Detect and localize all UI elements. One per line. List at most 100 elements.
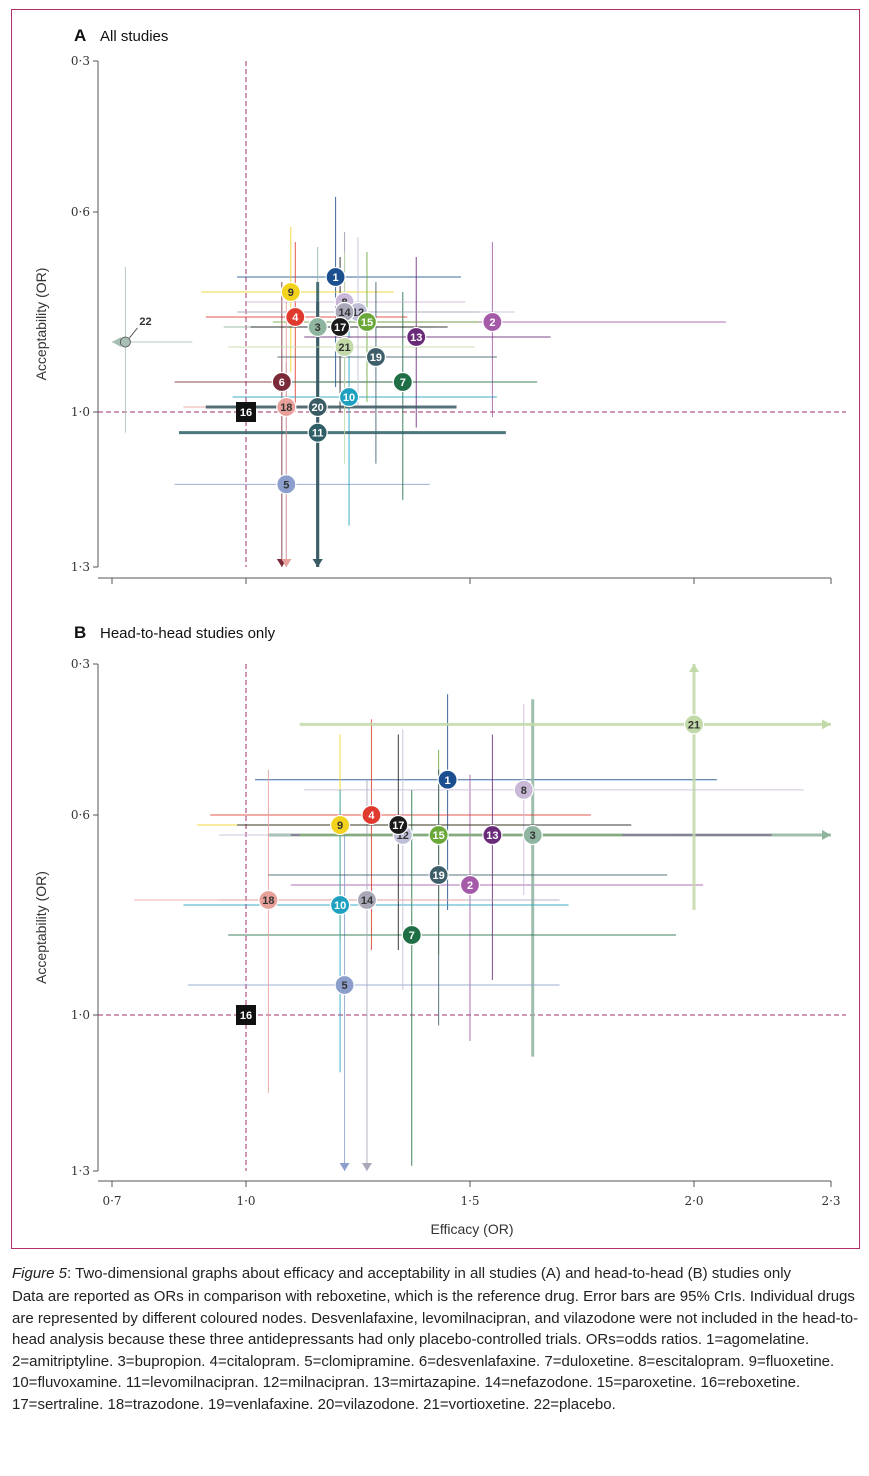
arrow-up-b-21 xyxy=(689,664,699,672)
node-marker-b-18 xyxy=(258,889,279,911)
node-label-a-22: 22 xyxy=(139,316,151,328)
node-b-1: 1 xyxy=(437,769,458,790)
panel-b-letter: B xyxy=(74,623,86,642)
node-marker-b-21 xyxy=(683,714,705,735)
figure-label: Figure 5 xyxy=(12,1265,68,1282)
node-a-18: 18 xyxy=(276,396,297,418)
caption-title-text: : Two-dimensional graphs about efficacy … xyxy=(67,1265,792,1282)
error-bars-a-22 xyxy=(112,267,193,433)
error-bars-b-2 xyxy=(290,774,704,1041)
error-bars-b-3 xyxy=(268,699,831,1057)
node-label-a-2: 2 xyxy=(489,317,495,329)
error-bars-b-19 xyxy=(268,769,668,1026)
error-bars-b-9 xyxy=(196,734,524,940)
node-label-a-5: 5 xyxy=(283,479,289,491)
node-b-7: 7 xyxy=(401,924,422,946)
node-label-a-13: 13 xyxy=(410,332,422,344)
node-label-a-10: 10 xyxy=(343,392,355,404)
y-axis-title-b: Acceptability (OR) xyxy=(33,871,49,984)
node-label-a-6: 6 xyxy=(279,377,285,389)
x-tick-label-b-4: 2·3 xyxy=(821,1194,840,1208)
node-label-b-3: 3 xyxy=(530,830,536,842)
error-bars-b-5 xyxy=(187,830,560,1171)
node-marker-a-20 xyxy=(307,396,328,418)
node-marker-b-7 xyxy=(401,924,422,946)
node-marker-a-11 xyxy=(307,422,328,443)
node-label-b-10: 10 xyxy=(334,900,346,912)
node-marker-a-7 xyxy=(392,371,413,393)
arrow-down-b-14 xyxy=(361,1163,372,1171)
arrow-down-a-18 xyxy=(281,559,292,567)
arrow-right-b-21 xyxy=(822,719,831,730)
node-marker-a-15 xyxy=(356,311,378,333)
node-a-4: 4 xyxy=(285,306,306,328)
node-a-2: 2 xyxy=(482,311,503,333)
node-label-a-14: 14 xyxy=(338,307,351,319)
x-axis-title-b: Efficacy (OR) xyxy=(431,1221,514,1237)
y-tick-label-b-2: 1·0 xyxy=(71,1008,90,1022)
node-leader-a-22 xyxy=(129,327,138,339)
arrow-right-b-3 xyxy=(822,830,831,840)
node-label-b-18: 18 xyxy=(262,895,274,907)
node-marker-a-18 xyxy=(276,396,297,418)
node-label-a-17: 17 xyxy=(334,322,346,334)
node-a-7: 7 xyxy=(392,371,413,393)
node-b-5: 5 xyxy=(334,974,355,996)
panel-a-all-studies: A All studies 0·3 0·6 1·0 1·3 Acceptability … xyxy=(33,26,846,584)
node-label-b-5: 5 xyxy=(341,980,347,992)
caption-body: Data are reported as ORs in comparison w… xyxy=(12,1288,859,1413)
node-a-6: 6 xyxy=(271,371,292,393)
node-marker-b-14 xyxy=(356,889,378,911)
node-label-a-21: 21 xyxy=(338,342,350,354)
node-marker-a-16 xyxy=(236,402,256,422)
node-label-a-3: 3 xyxy=(315,322,321,334)
arrow-down-b-5 xyxy=(339,1163,350,1171)
node-marker-a-17 xyxy=(329,316,351,338)
node-a-15: 15 xyxy=(356,311,378,333)
node-label-b-7: 7 xyxy=(409,930,415,942)
node-marker-b-2 xyxy=(459,874,481,896)
node-label-b-21: 21 xyxy=(688,719,700,731)
panel-a-letter: A xyxy=(74,26,86,45)
y-tick-label-a-2: 1·0 xyxy=(71,405,90,419)
node-marker-a-4 xyxy=(285,306,306,328)
node-label-b-19: 19 xyxy=(433,870,445,882)
node-marker-b-16 xyxy=(236,1005,256,1025)
node-label-b-8: 8 xyxy=(521,785,527,797)
error-bars-a-9 xyxy=(201,227,394,372)
y-tick-label-b-0: 0·3 xyxy=(71,657,90,671)
node-a-5: 5 xyxy=(276,474,297,495)
arrow-down-a-20 xyxy=(312,559,323,567)
node-label-a-20: 20 xyxy=(312,402,324,414)
y-axis-title-a: Acceptability (OR) xyxy=(33,268,49,381)
figure-frame xyxy=(11,9,860,1249)
node-label-a-18: 18 xyxy=(280,402,292,414)
node-marker-b-15 xyxy=(428,824,449,846)
node-marker-a-3 xyxy=(307,316,328,338)
node-label-a-4: 4 xyxy=(292,312,299,324)
x-tick-label-b-2: 1·5 xyxy=(460,1194,479,1208)
node-marker-a-10 xyxy=(338,386,360,408)
node-a-11: 11 xyxy=(307,422,328,443)
caption-title: Figure 5: Two-dimensional graphs about e… xyxy=(12,1263,860,1284)
node-marker-b-9 xyxy=(329,814,351,836)
node-marker-b-3 xyxy=(522,824,543,846)
node-marker-a-1 xyxy=(325,266,346,288)
arrow-left-a-22 xyxy=(112,337,121,347)
node-a-19: 19 xyxy=(365,346,387,368)
node-b-10: 10 xyxy=(329,894,351,916)
node-b-21: 21 xyxy=(683,714,705,735)
node-a-20: 20 xyxy=(307,396,328,418)
node-marker-b-4 xyxy=(361,804,382,826)
node-label-b-1: 1 xyxy=(445,775,451,787)
node-label-b-14: 14 xyxy=(361,895,374,907)
node-label-b-2: 2 xyxy=(467,880,473,892)
y-tick-label-a-3: 1·3 xyxy=(71,560,90,574)
node-label-b-9: 9 xyxy=(337,820,343,832)
node-a-1: 1 xyxy=(325,266,346,288)
error-bars-b-14 xyxy=(219,779,560,1171)
node-label-a-9: 9 xyxy=(288,287,294,299)
error-bars-b-7 xyxy=(228,789,677,1166)
node-label-a-19: 19 xyxy=(370,352,382,364)
error-bars-a-5 xyxy=(174,362,430,567)
